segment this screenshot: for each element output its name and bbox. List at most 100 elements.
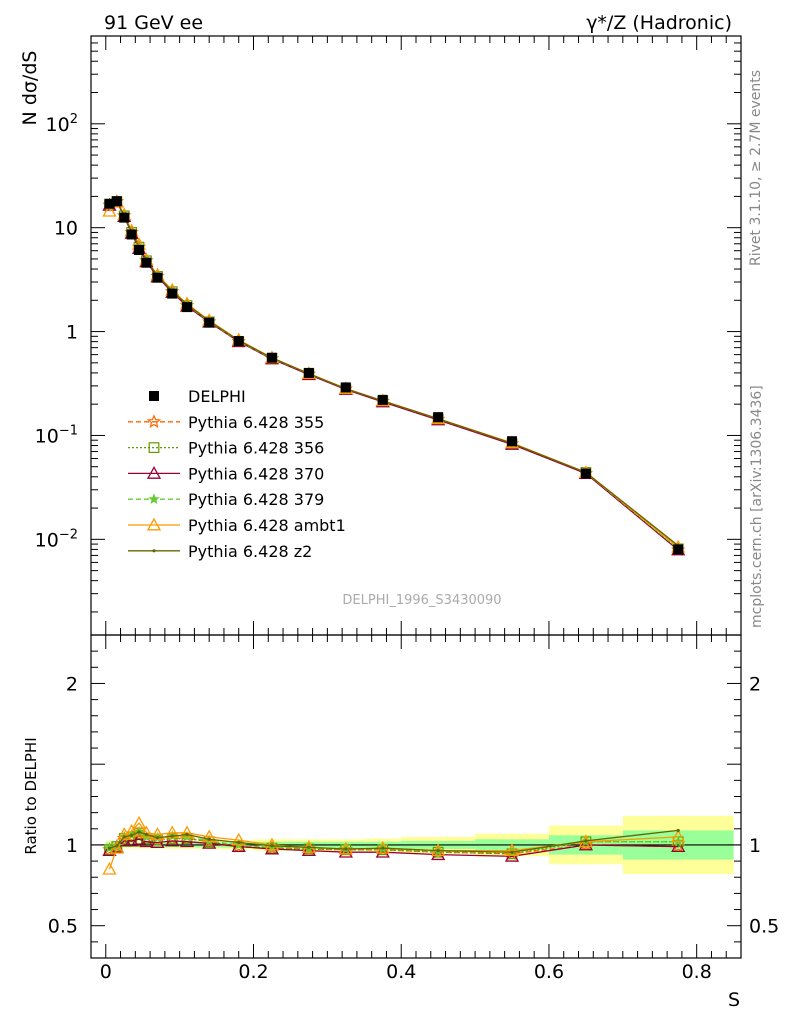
dot-marker bbox=[107, 846, 112, 850]
data-square-marker bbox=[126, 229, 137, 240]
data-square-marker bbox=[266, 352, 277, 363]
legend-label: Pythia 6.428 379 bbox=[188, 490, 324, 509]
rivet-label: Rivet 3.1.10, ≥ 2.7M events bbox=[748, 70, 764, 266]
dot-marker bbox=[115, 844, 119, 848]
data-square-marker bbox=[182, 302, 193, 313]
triangle-marker bbox=[264, 841, 280, 855]
legend-label: Pythia 6.428 356 bbox=[188, 439, 324, 458]
y-tick-label: 10 bbox=[54, 218, 78, 240]
triangle-marker bbox=[102, 861, 117, 875]
ratio-y-tick-label: 2 bbox=[66, 673, 78, 695]
data-square-marker bbox=[167, 288, 178, 299]
filled-star-marker bbox=[148, 493, 160, 504]
exponent: 2 bbox=[70, 112, 78, 127]
ratio-plot-area bbox=[90, 634, 742, 959]
dot-marker bbox=[137, 830, 141, 834]
data-points bbox=[104, 196, 684, 555]
legend-label: Pythia 6.428 370 bbox=[188, 464, 324, 483]
triangle-marker bbox=[431, 847, 446, 861]
ratio-uncertainty-bands bbox=[91, 815, 741, 875]
legend-entry-p355: Pythia 6.428 355 bbox=[128, 413, 324, 432]
legend-entry-ambt1: Pythia 6.428 ambt1 bbox=[128, 516, 346, 535]
x-axis-label: S bbox=[728, 989, 740, 1011]
data-square-marker bbox=[104, 198, 115, 209]
triangle-marker bbox=[179, 825, 195, 839]
triangle-marker bbox=[146, 517, 162, 531]
square-marker bbox=[148, 442, 160, 453]
triangle-marker bbox=[231, 839, 246, 853]
legend-label: DELPHI bbox=[188, 387, 246, 406]
dot-marker bbox=[122, 835, 126, 839]
legend-entry-p379: Pythia 6.428 379 bbox=[128, 490, 324, 509]
axis-ticks bbox=[90, 35, 741, 959]
dot-marker bbox=[307, 845, 311, 849]
dot-marker bbox=[676, 828, 680, 833]
legend: DELPHI Pythia 6.428 355 Pythia 6.428 356 Py… bbox=[128, 387, 346, 561]
triangle-marker bbox=[131, 831, 147, 845]
dot-marker bbox=[344, 847, 348, 851]
x-tick-label: 0.2 bbox=[238, 961, 268, 983]
legend-entry-p370: Pythia 6.428 370 bbox=[128, 464, 324, 483]
data-square-marker bbox=[119, 212, 130, 223]
triangle-marker bbox=[504, 843, 520, 857]
star-marker bbox=[146, 414, 162, 428]
legend-entry-p356: Pythia 6.428 356 bbox=[128, 439, 324, 458]
data-square-marker bbox=[580, 468, 591, 479]
tick-labels: 0 0.2 0.4 0.6 0.8 10−2 10−1 1 10 102 0.5 0.5 1 1 2 2 bbox=[35, 112, 780, 983]
data-square-marker bbox=[111, 196, 122, 207]
triangle-marker bbox=[202, 835, 217, 849]
exponent: −2 bbox=[59, 527, 78, 542]
y-tick-label: 10−2 bbox=[35, 527, 78, 551]
triangle-marker bbox=[102, 203, 117, 217]
data-square-marker bbox=[433, 412, 444, 423]
ratio-y-tick-label-right: 0.5 bbox=[749, 916, 779, 938]
exponent: −1 bbox=[59, 423, 78, 438]
dot-marker bbox=[152, 549, 156, 553]
triangle-marker bbox=[671, 829, 686, 843]
x-tick-label: 0 bbox=[100, 961, 112, 983]
triangle-marker bbox=[338, 844, 353, 858]
dot-marker bbox=[207, 837, 211, 841]
y-axis-label-ratio: Ratio to DELPHI bbox=[22, 737, 40, 854]
data-square-marker bbox=[233, 336, 244, 347]
data-square-marker bbox=[152, 272, 163, 283]
triangle-marker bbox=[139, 825, 154, 839]
legend-entry-data: DELPHI bbox=[149, 387, 246, 406]
legend-entry-z2: Pythia 6.428 z2 bbox=[128, 542, 312, 561]
triangle-marker bbox=[109, 840, 124, 854]
analysis-id: DELPHI_1996_S3430090 bbox=[342, 593, 501, 608]
x-tick-label: 0.6 bbox=[534, 961, 564, 983]
dot-marker bbox=[270, 844, 274, 848]
dot-marker bbox=[237, 840, 241, 845]
triangle-marker bbox=[146, 466, 162, 479]
triangle-marker bbox=[375, 840, 390, 854]
data-square-marker bbox=[204, 317, 215, 328]
data-square-marker bbox=[141, 257, 152, 268]
dot-marker bbox=[170, 834, 174, 838]
ratio-y-tick-label: 1 bbox=[66, 835, 78, 857]
data-square-marker bbox=[340, 382, 351, 393]
data-square-marker bbox=[149, 391, 159, 401]
dot-marker bbox=[584, 839, 588, 843]
triangle-marker bbox=[231, 832, 246, 846]
ratio-y-tick-label-right: 1 bbox=[749, 835, 761, 857]
dot-marker bbox=[381, 846, 385, 850]
x-tick-label: 0.8 bbox=[682, 961, 712, 983]
triangle-marker bbox=[131, 815, 147, 829]
y-tick-label: 10−1 bbox=[35, 423, 78, 447]
data-square-marker bbox=[507, 436, 518, 447]
legend-label: Pythia 6.428 355 bbox=[188, 413, 324, 432]
triangle-marker bbox=[301, 843, 317, 857]
y-tick-label: 1 bbox=[66, 322, 78, 344]
legend-label: Pythia 6.428 z2 bbox=[188, 542, 312, 561]
data-square-marker bbox=[134, 244, 145, 255]
process-label: γ*/Z (Hadronic) bbox=[586, 12, 732, 34]
dot-marker bbox=[155, 836, 160, 840]
mcplots-label: mcplots.cern.ch [arXiv:1306.3436] bbox=[749, 385, 765, 628]
ratio-curve-z2 bbox=[107, 828, 680, 854]
x-tick-label: 0.4 bbox=[386, 961, 416, 983]
y-axis-label-main: N dσ/dS bbox=[19, 51, 41, 126]
data-square-marker bbox=[673, 544, 684, 555]
ratio-y-tick-label: 0.5 bbox=[48, 916, 78, 938]
